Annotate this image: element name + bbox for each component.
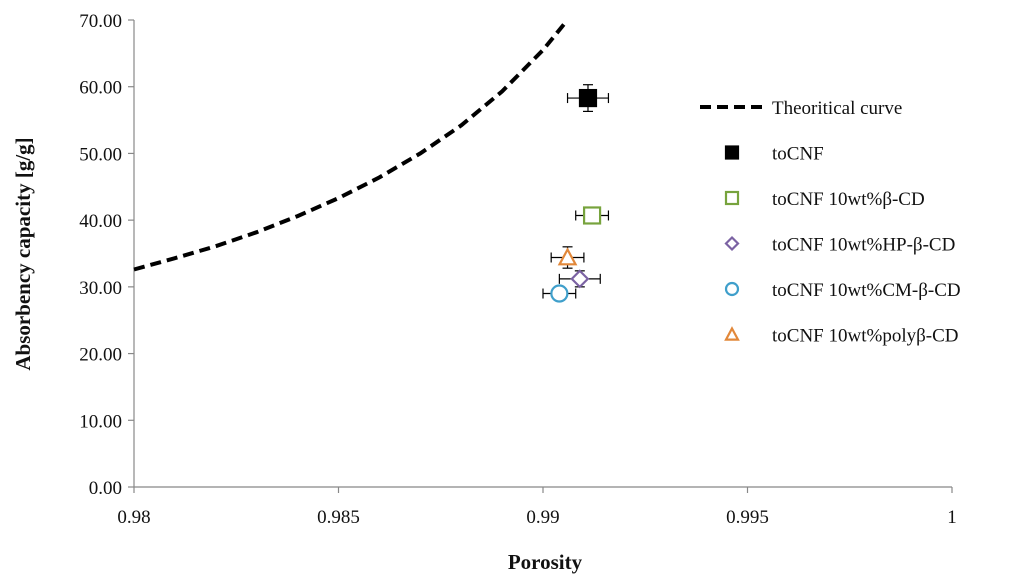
series-point-group [575,206,610,225]
data-point-marker [570,269,590,289]
y-tick-label: 30.00 [79,278,122,299]
x-axis-title: Porosity [508,550,583,574]
data-point-marker [550,284,569,303]
y-axis-title: Absorbency capacity [g/g] [11,137,35,370]
series-point-group [550,246,585,269]
series-point-group [558,269,601,289]
legend-label: Theoritical curve [772,98,902,119]
y-tick-label: 50.00 [79,144,122,165]
theoretical-curve-layer [133,18,570,272]
data-points-layer [542,84,610,303]
x-tick-label: 0.995 [726,507,769,528]
y-tick-label: 40.00 [79,211,122,232]
legend-marker [724,281,740,297]
legend: Theoritical curve toCNF toCNF 10wt%β-CD toC… [700,98,961,347]
legend-label: toCNF 10wt%β-CD [772,189,925,210]
y-axis-ticks: 0.00 10.00 20.00 30.00 40.00 50.00 60.00 70.00 [79,11,134,499]
legend-label: toCNF 10wt%polyβ-CD [772,326,958,347]
legend-label: toCNF [772,144,824,165]
x-tick-label: 0.99 [526,507,559,528]
legend-marker [724,145,740,160]
x-axis-ticks: 0.98 0.985 0.99 0.995 1 [117,487,957,528]
data-point-marker [582,206,602,225]
legend-label: toCNF 10wt%CM-β-CD [772,280,961,301]
x-tick-label: 0.985 [317,507,360,528]
legend-marker [724,190,740,206]
x-tick-label: 0.98 [117,507,150,528]
theoretical-curve-line [133,18,570,272]
y-tick-label: 20.00 [79,345,122,366]
legend-label: toCNF 10wt%HP-β-CD [772,235,955,256]
y-tick-label: 10.00 [79,411,122,432]
y-tick-label: 70.00 [79,11,122,32]
y-tick-label: 0.00 [89,478,122,499]
y-tick-label: 60.00 [79,78,122,99]
x-tick-label: 1 [947,507,957,528]
legend-marker [724,235,740,252]
data-point-marker [578,88,598,108]
data-point-marker [557,247,578,266]
series-point-group [542,284,577,303]
series-point-group [566,84,610,112]
legend-marker [724,326,740,341]
